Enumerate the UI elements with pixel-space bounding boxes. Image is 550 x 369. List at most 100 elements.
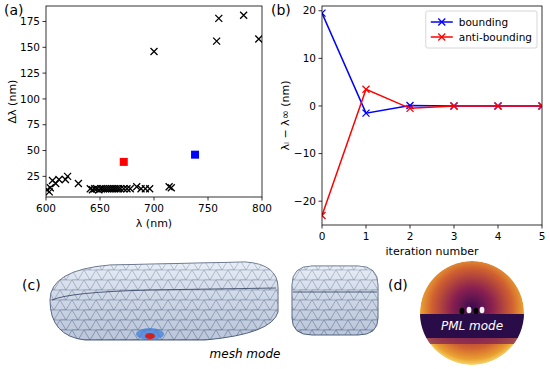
y-tick-label: 100: [20, 93, 40, 105]
y-tick: [43, 73, 47, 74]
x-tick: [410, 225, 411, 229]
point: [363, 110, 370, 117]
field-dot: [474, 308, 479, 314]
point: [215, 15, 222, 22]
x-tick-label: 800: [252, 202, 272, 214]
panel-c: (c) mesh mode: [22, 262, 378, 361]
mode-hotspot: [145, 333, 155, 339]
x-tick: [208, 197, 209, 201]
mesh-body: [292, 266, 378, 335]
field-band-edge: [420, 338, 524, 344]
x-tick-label: 1: [363, 230, 370, 242]
axes-frame: [46, 6, 262, 197]
panel-letter: (a): [4, 2, 24, 18]
point: [322, 212, 326, 219]
y-tick-label: −10: [294, 147, 316, 159]
y-tick-label: 75: [27, 118, 40, 130]
legend-label: bounding: [459, 16, 508, 28]
panel-0: 600650700750800255075100125150175λ (nm)Δ…: [4, 2, 272, 230]
y-tick: [319, 10, 323, 11]
y-tick: [319, 153, 323, 154]
point: [438, 34, 445, 41]
x-tick: [498, 225, 499, 229]
y-tick: [43, 21, 47, 22]
y-tick: [43, 98, 47, 99]
y-tick: [43, 47, 47, 48]
point: [151, 48, 158, 55]
mesh-edge: [52, 288, 276, 300]
x-tick-label: 600: [36, 202, 56, 214]
panel-d: (d) PML mode: [388, 261, 524, 365]
x-tick-label: 3: [451, 230, 458, 242]
mode-field: [136, 328, 164, 340]
point: [240, 12, 247, 19]
point: [451, 102, 458, 109]
mesh-edge: [293, 292, 377, 293]
x-tick-label: 5: [539, 230, 546, 242]
point: [168, 184, 175, 191]
y-tick-label: 0: [309, 100, 316, 112]
y-tick: [43, 150, 47, 151]
x-tick-label: 750: [198, 202, 218, 214]
field-dot: [460, 308, 465, 314]
point: [127, 185, 134, 192]
y-tick-label: 20: [303, 4, 316, 16]
y-tick-label: 25: [27, 170, 40, 182]
x-tick: [46, 197, 47, 201]
y-tick: [43, 176, 47, 177]
caption: PML mode: [441, 319, 503, 333]
panel-1: 012345−20−1001020iteration numberλᵢ − λ∞…: [271, 2, 546, 258]
mesh-body: [50, 262, 278, 340]
point: [539, 102, 543, 109]
legend: boundinganti-bounding: [426, 11, 537, 48]
x-axis-title: iteration number: [386, 245, 479, 258]
point: [146, 185, 153, 192]
legend-box: [426, 11, 537, 48]
axes-frame: [322, 6, 542, 225]
point: [75, 180, 82, 187]
plot-area: [322, 10, 542, 219]
y-tick-label: 125: [20, 67, 40, 79]
y-tick-label: 50: [27, 144, 40, 156]
point: [322, 10, 326, 17]
caption: mesh mode: [210, 347, 281, 361]
x-tick: [454, 225, 455, 229]
x-tick-label: 0: [319, 230, 326, 242]
x-tick: [322, 225, 323, 229]
x-tick: [100, 197, 101, 201]
x-tick: [262, 197, 263, 201]
mesh-shade: [50, 262, 278, 340]
series-line: [322, 89, 542, 215]
plot-area: [46, 12, 262, 196]
figure: 600650700750800255075100125150175λ (nm)Δ…: [0, 0, 550, 369]
x-tick-label: 650: [90, 202, 110, 214]
panel-letter: (d): [388, 277, 408, 293]
y-tick: [319, 105, 323, 106]
field-band: [420, 314, 524, 338]
panel-letter: (b): [271, 2, 291, 18]
point: [407, 105, 414, 112]
y-tick: [319, 201, 323, 202]
y-tick-label: −20: [294, 195, 316, 207]
x-tick-label: 4: [495, 230, 502, 242]
y-tick-label: 150: [20, 41, 40, 53]
point: [191, 151, 199, 159]
field-disc: [420, 261, 524, 365]
field-dot: [467, 307, 472, 313]
x-tick: [154, 197, 155, 201]
panel-letter: (c): [22, 277, 41, 293]
point: [363, 86, 370, 93]
point: [213, 38, 220, 45]
point: [55, 176, 62, 183]
x-axis-title: λ (nm): [136, 217, 172, 230]
y-tick: [43, 124, 47, 125]
point: [47, 184, 54, 191]
point: [255, 36, 262, 43]
y-tick-label: 10: [303, 52, 316, 64]
x-tick-label: 700: [144, 202, 164, 214]
field-dot: [480, 307, 485, 313]
x-tick: [542, 225, 543, 229]
point: [64, 173, 71, 180]
point: [438, 19, 445, 26]
y-axis-title: Δλ (nm): [6, 80, 19, 124]
